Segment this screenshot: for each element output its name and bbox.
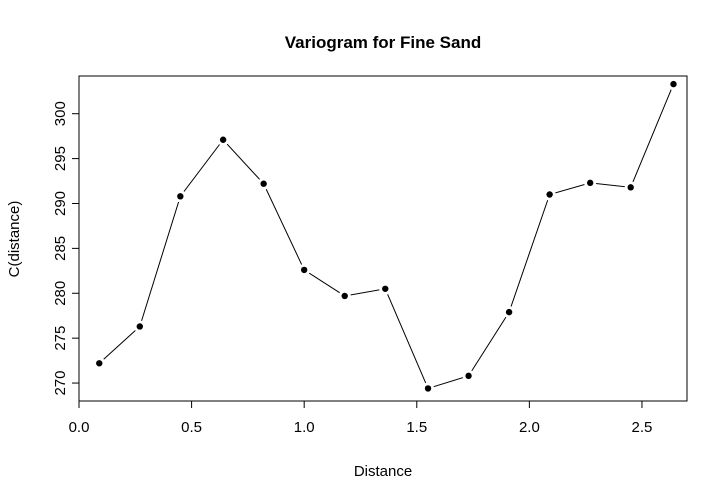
data-point bbox=[382, 285, 389, 292]
x-tick-label: 2.5 bbox=[632, 419, 653, 436]
y-tick-label: 290 bbox=[52, 191, 69, 216]
data-point bbox=[465, 372, 472, 380]
y-tick-label: 275 bbox=[52, 326, 69, 351]
data-points bbox=[93, 78, 680, 395]
x-tick-label: 2.0 bbox=[519, 419, 540, 436]
y-tick-label: 285 bbox=[52, 236, 69, 261]
data-point bbox=[260, 180, 267, 187]
x-axis-label: Distance bbox=[354, 463, 412, 480]
x-tick-label: 0.5 bbox=[181, 419, 202, 436]
data-point bbox=[586, 179, 594, 187]
data-point bbox=[219, 136, 227, 143]
chart-title: Variogram for Fine Sand bbox=[285, 33, 482, 52]
x-tick-label: 1.0 bbox=[294, 419, 315, 436]
y-axis-label: C(distance) bbox=[6, 201, 23, 278]
y-axis: 270 275 280 285 290 295 300 bbox=[52, 101, 80, 396]
data-point bbox=[300, 266, 308, 274]
data-point bbox=[136, 323, 143, 330]
x-tick-label: 1.5 bbox=[406, 419, 427, 436]
data-point bbox=[424, 385, 432, 392]
plot-frame bbox=[78, 75, 688, 402]
data-point bbox=[505, 308, 513, 316]
y-tick-label: 295 bbox=[52, 146, 69, 171]
y-tick-label: 270 bbox=[52, 371, 69, 396]
data-point bbox=[546, 191, 553, 198]
x-tick-label: 0.0 bbox=[69, 419, 90, 436]
x-axis: 0.0 0.5 1.0 1.5 2.0 2.5 bbox=[69, 400, 653, 436]
series-line bbox=[98, 83, 674, 390]
data-point bbox=[341, 292, 348, 300]
data-point bbox=[96, 360, 103, 367]
y-tick-label: 280 bbox=[52, 281, 69, 306]
data-point bbox=[177, 193, 184, 200]
y-tick-label: 300 bbox=[52, 101, 69, 126]
data-point bbox=[670, 80, 677, 88]
data-point bbox=[627, 184, 634, 191]
